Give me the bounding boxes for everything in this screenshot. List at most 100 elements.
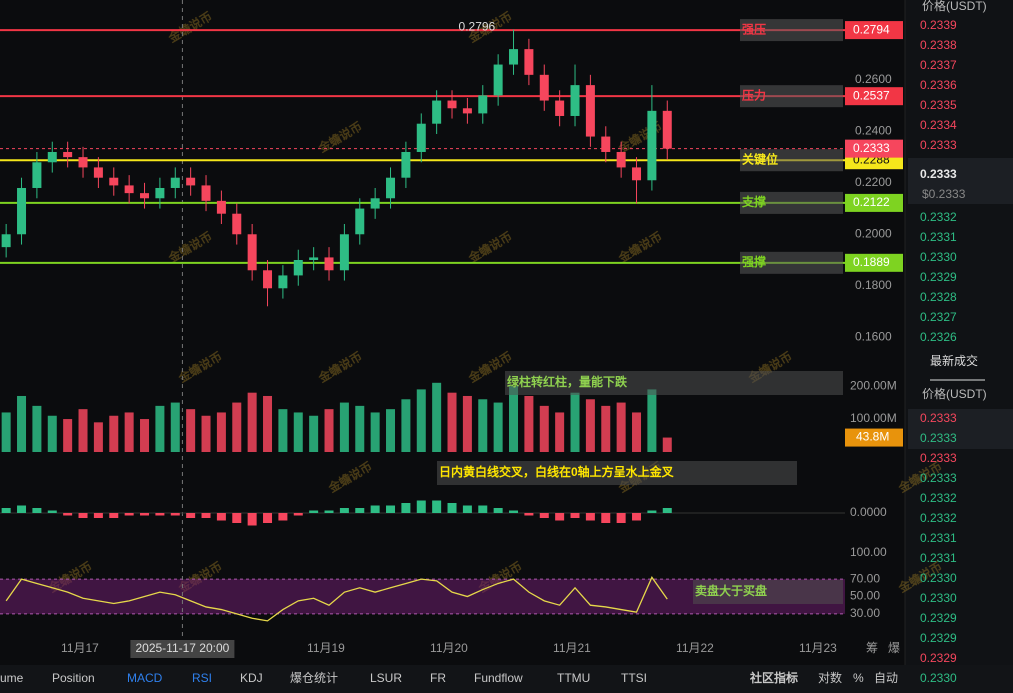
- volume-bar: [170, 402, 180, 452]
- candle-body: [263, 270, 273, 289]
- macd-bar: [109, 513, 119, 518]
- toolbar-item[interactable]: 爆仓统计: [290, 671, 338, 685]
- toolbar-item[interactable]: FR: [430, 671, 446, 685]
- candle-body: [109, 177, 119, 186]
- macd-bar: [201, 513, 211, 518]
- last-price: 0.2333: [853, 141, 890, 155]
- x-tick-label: 11月21: [553, 641, 591, 655]
- candle-body: [478, 95, 488, 114]
- volume-bar: [155, 405, 165, 452]
- macd-bar: [632, 513, 642, 521]
- trades-title: 最新成交: [930, 353, 978, 368]
- volume-bar: [632, 412, 642, 452]
- volume-bar: [309, 415, 319, 452]
- trade-price: 0.2332: [920, 491, 957, 505]
- candle-body: [232, 213, 242, 235]
- volume-bar: [186, 409, 196, 452]
- toolbar-item[interactable]: RSI: [192, 671, 212, 685]
- candle-body: [462, 108, 472, 114]
- level-name: 关键位: [742, 151, 778, 166]
- macd-bar: [232, 513, 242, 523]
- candle-body: [247, 234, 257, 271]
- candle-body: [93, 167, 103, 178]
- toolbar-item[interactable]: 社区指标: [749, 670, 798, 685]
- bid-price: 0.2326: [920, 330, 957, 344]
- trade-price: 0.2331: [920, 551, 957, 565]
- toolbar-item[interactable]: KDJ: [240, 671, 263, 685]
- level-tag-bg: [740, 85, 843, 108]
- y-tick-label: 0.2000: [855, 226, 892, 240]
- level-value: 0.2794: [853, 22, 890, 36]
- toolbar-item[interactable]: TTMU: [557, 671, 590, 685]
- bid-price: 0.2331: [920, 230, 957, 244]
- trade-price: 0.2329: [920, 611, 957, 625]
- macd-bar: [355, 508, 365, 513]
- candle-body: [432, 100, 442, 124]
- toolbar-item[interactable]: 自动: [874, 671, 898, 685]
- x-tick-label: 11月17: [61, 641, 99, 655]
- toolbar-item[interactable]: MACD: [127, 671, 163, 685]
- level-badge: [845, 87, 903, 106]
- volume-bar: [386, 409, 396, 452]
- volume-bar: [1, 412, 11, 452]
- level-name: 强压: [742, 22, 766, 36]
- level-badge: [845, 193, 903, 212]
- candle-body: [201, 185, 211, 201]
- volume-bar: [278, 409, 288, 452]
- level-badge: [845, 253, 903, 272]
- volume-bar: [140, 419, 150, 452]
- candle-body: [585, 85, 595, 137]
- candle-body: [616, 151, 626, 168]
- bid-price: 0.2330: [920, 250, 957, 264]
- volume-bar: [370, 412, 380, 452]
- candle-body: [17, 187, 27, 235]
- toolbar-item[interactable]: Fundflow: [474, 671, 523, 685]
- macd-bar: [447, 503, 457, 513]
- toolbar-item[interactable]: %: [853, 671, 864, 685]
- macd-bar: [47, 510, 57, 513]
- candle-body: [278, 275, 288, 289]
- trade-price: 0.2329: [920, 631, 957, 645]
- volume-bar: [17, 395, 27, 452]
- trade-price: 0.2331: [920, 531, 957, 545]
- candle-body: [401, 151, 411, 178]
- candle-body: [78, 157, 88, 168]
- macd-bar: [432, 500, 442, 513]
- y-tick-label: 50.00: [850, 589, 880, 603]
- toolbar-item[interactable]: Position: [52, 671, 95, 685]
- macd-bar: [570, 513, 580, 518]
- volume-bar: [355, 405, 365, 452]
- bid-price: 0.2328: [920, 290, 957, 304]
- watermark: 金蟾说币: [615, 118, 665, 155]
- order-panel: [905, 0, 1013, 665]
- macd-bar: [478, 505, 488, 513]
- book-last-usd: $0.2333: [922, 187, 966, 201]
- level-name: 支撑: [741, 194, 766, 209]
- toolbar-item[interactable]: LSUR: [370, 671, 402, 685]
- crosshair-tag: [130, 640, 235, 658]
- side-label: 筹: [866, 641, 878, 655]
- toolbar-item[interactable]: TTSI: [621, 671, 647, 685]
- candle-body: [186, 177, 196, 186]
- annotation: 绿柱转红柱，量能下跌: [507, 374, 628, 389]
- volume-bar: [570, 392, 580, 452]
- candle-body: [570, 85, 580, 116]
- level-badge: [845, 21, 903, 40]
- macd-bar: [278, 513, 288, 521]
- book-header: 价格(USDT): [922, 0, 987, 13]
- macd-bar: [1, 508, 11, 513]
- macd-bar: [493, 508, 503, 513]
- candle-body: [155, 187, 165, 199]
- toolbar-item[interactable]: ume: [0, 671, 24, 685]
- macd-bar: [386, 505, 396, 513]
- annotation-bg: [693, 580, 843, 604]
- ask-price: 0.2336: [920, 78, 957, 92]
- candle-body: [124, 185, 134, 194]
- toolbar-item[interactable]: 对数: [818, 670, 842, 685]
- macd-bar: [524, 513, 534, 516]
- macd-bar: [616, 513, 626, 523]
- volume-bar: [555, 412, 565, 452]
- level-name: 强撑: [742, 254, 766, 269]
- level-tag-bg: [740, 191, 843, 214]
- volume-bar: [124, 412, 134, 452]
